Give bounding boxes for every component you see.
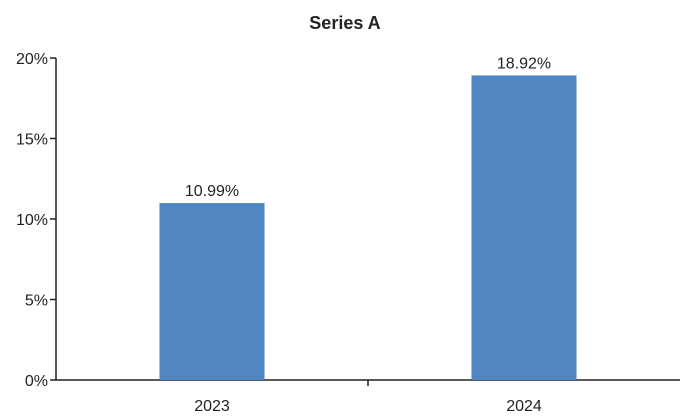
bar-2023: [159, 203, 265, 380]
y-tick-label: 20%: [16, 51, 48, 68]
x-tick-label: 2023: [194, 398, 230, 415]
y-tick-label: 10%: [16, 212, 48, 229]
x-tick-label: 2024: [506, 398, 542, 415]
chart-title: Series A: [309, 13, 380, 33]
bar-2024: [471, 75, 577, 380]
data-label: 10.99%: [185, 183, 239, 200]
y-tick-label: 15%: [16, 132, 48, 149]
y-tick-label: 5%: [25, 293, 48, 310]
y-tick-label: 0%: [25, 373, 48, 390]
plot-area: 0% 5% 10% 15% 20% 10.99% 2023 18.92% 2024: [16, 51, 680, 415]
data-label: 18.92%: [497, 55, 551, 72]
